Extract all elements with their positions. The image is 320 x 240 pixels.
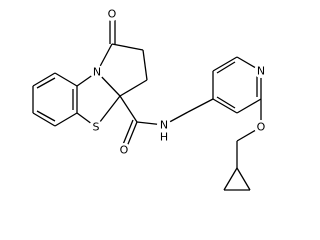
molecule: O N S O N H N O [32, 7, 268, 191]
atom-labels: O N S O N H N O [89, 7, 268, 157]
bonds [32, 16, 262, 191]
atom-label: H [160, 131, 168, 144]
atom-label: N [160, 119, 168, 132]
atom-label: O [108, 8, 117, 21]
atom-label: N [93, 66, 101, 79]
atom-label: O [120, 144, 129, 157]
atom-label: N [257, 65, 265, 78]
atom-label: S [93, 121, 100, 134]
atom-label: O [257, 121, 266, 134]
